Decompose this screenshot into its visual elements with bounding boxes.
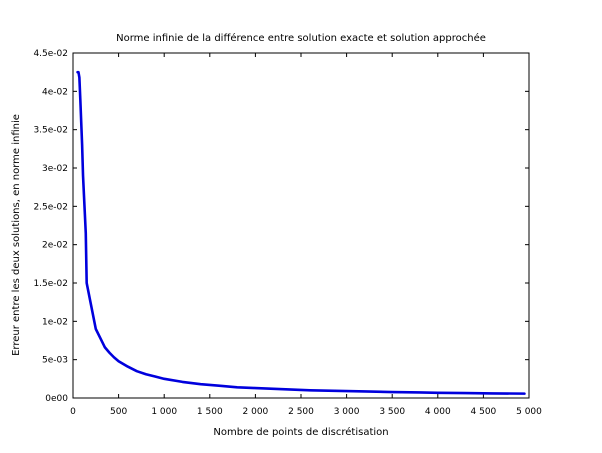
y-tick-label: 3.5e-02 xyxy=(33,126,68,136)
x-tick-label: 2 500 xyxy=(288,407,314,417)
x-tick-label: 4 500 xyxy=(471,407,497,417)
y-axis-label: Erreur entre les deux solutions, en norm… xyxy=(11,114,22,356)
y-tick-label: 0e00 xyxy=(45,394,68,404)
y-tick-label: 3e-02 xyxy=(42,164,68,174)
ticks xyxy=(72,52,530,399)
x-tick-label: 1 000 xyxy=(151,407,177,417)
x-axis-label: Nombre de points de discrétisation xyxy=(213,426,388,438)
y-tick-label: 5e-03 xyxy=(42,356,68,366)
x-tick-label: 1 500 xyxy=(197,407,223,417)
x-tick-label: 5 000 xyxy=(516,407,542,417)
plot-frame xyxy=(72,52,530,399)
x-tick-label: 0 xyxy=(70,407,76,417)
y-tick-label: 2.5e-02 xyxy=(33,202,68,212)
x-tick-label: 3 500 xyxy=(379,407,405,417)
chart-title: Norme infinie de la différence entre sol… xyxy=(116,32,486,44)
y-tick-label: 1e-02 xyxy=(42,317,68,327)
y-tick-label: 4.5e-02 xyxy=(33,49,68,59)
y-tick-label: 2e-02 xyxy=(42,241,68,251)
tick-labels: 0 500 1 000 1 500 2 000 2 500 3 000 3 500 4 000 4… xyxy=(33,49,542,417)
y-tick-label: 1.5e-02 xyxy=(33,279,68,289)
series-line xyxy=(76,70,526,395)
y-tick-label: 4e-02 xyxy=(42,87,68,97)
x-tick-label: 500 xyxy=(110,407,127,417)
series xyxy=(76,70,526,395)
x-tick-label: 3 000 xyxy=(334,407,360,417)
x-tick-label: 2 000 xyxy=(243,407,269,417)
x-tick-label: 4 000 xyxy=(425,407,451,417)
